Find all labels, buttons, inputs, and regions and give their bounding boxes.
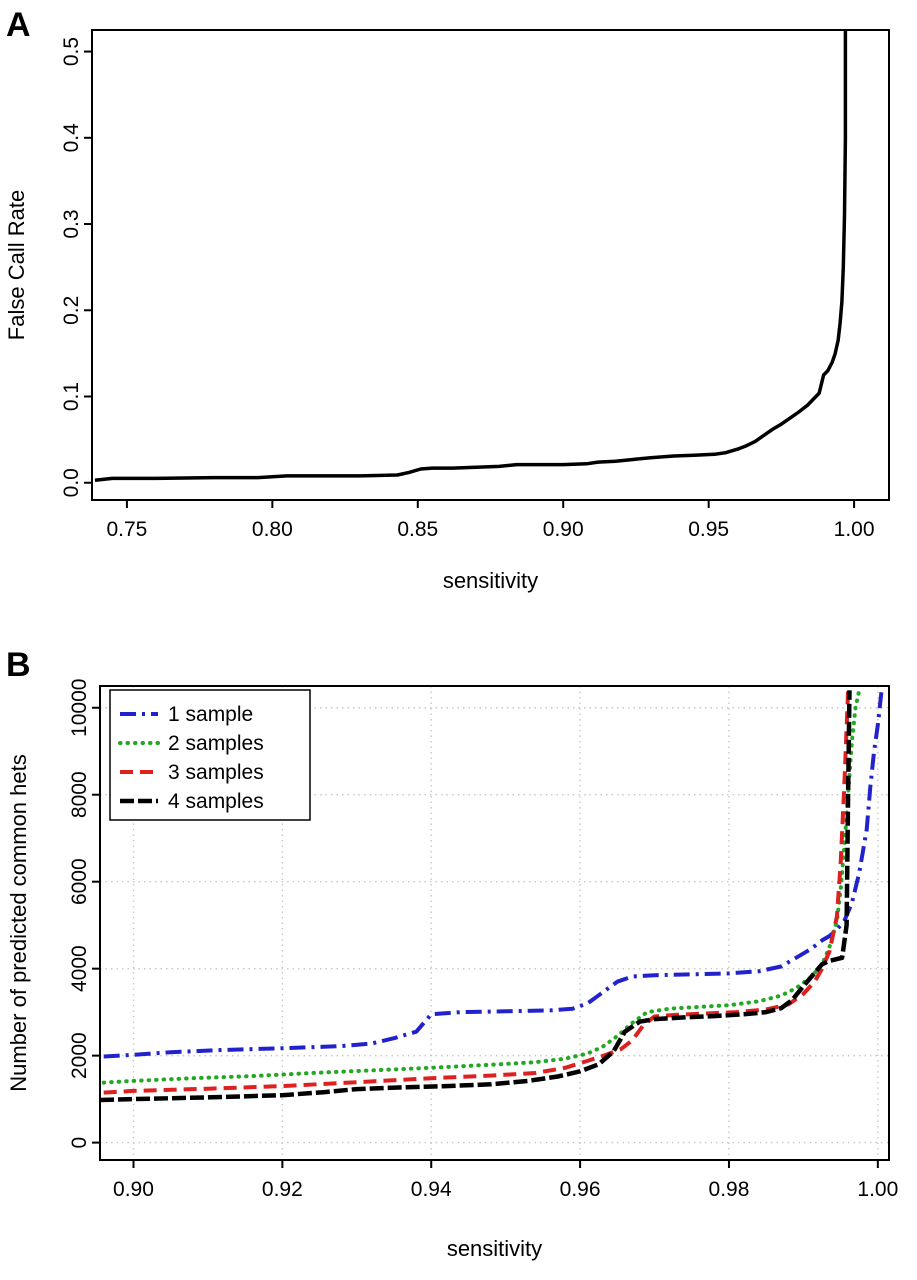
y-tick-label: 0.4: [60, 123, 83, 153]
y-tick-label: 0.3: [60, 209, 83, 238]
y-tick-label: 0: [68, 1137, 91, 1149]
y-tick-label: 8000: [68, 771, 91, 818]
y-tick-label: 0.5: [60, 37, 83, 66]
series-line-1-sample: [103, 690, 884, 1059]
x-tick-label: 0.75: [106, 518, 147, 541]
series-line-false-call-rate: [94, 30, 848, 482]
chart-a-false-call-rate: 0.75 0.80 0.85 0.90 0.95 1.00 0.0 0.1 0.2 0.3 0.4 0…: [4, 29, 890, 593]
plot-border: [99, 685, 890, 1161]
panel-a: A 0.75 0.80 0.85 0.90 0.95 1.00 0.0 0.1 0.2 0.3 0.…: [0, 0, 917, 622]
series-line-4-samples: [100, 690, 852, 1103]
y-tick-label: 0.2: [60, 296, 83, 325]
panel-a-label: A: [6, 6, 31, 44]
panel-b: B 0.90 0.92 0.94 0.96 0.98 1.00 0 2000 4000 6000 8…: [0, 622, 917, 1280]
panel-b-label: B: [6, 646, 31, 684]
x-tick-label: 1.00: [834, 518, 875, 541]
y-tick-label: 4000: [68, 945, 91, 992]
legend-label: 4 samples: [168, 790, 264, 813]
legend-label: 1 sample: [168, 703, 253, 726]
x-tick-label: 0.94: [411, 1178, 452, 1201]
x-tick-label: 0.98: [709, 1178, 750, 1201]
x-tick-label: 0.96: [560, 1178, 601, 1201]
chart-b-predicted-common-hets: 0.90 0.92 0.94 0.96 0.98 1.00 0 2000 4000 6000 800…: [6, 679, 898, 1261]
x-tick-label: 1.00: [857, 1178, 898, 1201]
legend-label: 2 samples: [168, 732, 264, 755]
series-line-2-samples: [101, 688, 862, 1085]
plot-border: [91, 29, 890, 501]
x-tick-label: 0.80: [252, 518, 293, 541]
legend-box: [109, 689, 311, 821]
x-axis-label: sensitivity: [447, 1236, 542, 1261]
x-tick-label: 0.90: [113, 1178, 154, 1201]
y-tick-label: 6000: [68, 858, 91, 905]
x-tick-label: 0.92: [262, 1178, 303, 1201]
y-tick-label: 2000: [68, 1032, 91, 1079]
y-axis-label: False Call Rate: [4, 190, 29, 340]
legend-label: 3 samples: [168, 761, 264, 784]
y-axis-label: Number of predicted common hets: [6, 754, 31, 1092]
y-tick-label: 0.1: [60, 382, 83, 411]
x-tick-label: 0.90: [543, 518, 584, 541]
x-tick-label: 0.95: [688, 518, 729, 541]
y-tick-label: 0.0: [60, 468, 83, 497]
x-tick-label: 0.85: [397, 518, 438, 541]
x-axis-label: sensitivity: [443, 568, 538, 593]
y-tick-label: 10000: [68, 679, 91, 737]
